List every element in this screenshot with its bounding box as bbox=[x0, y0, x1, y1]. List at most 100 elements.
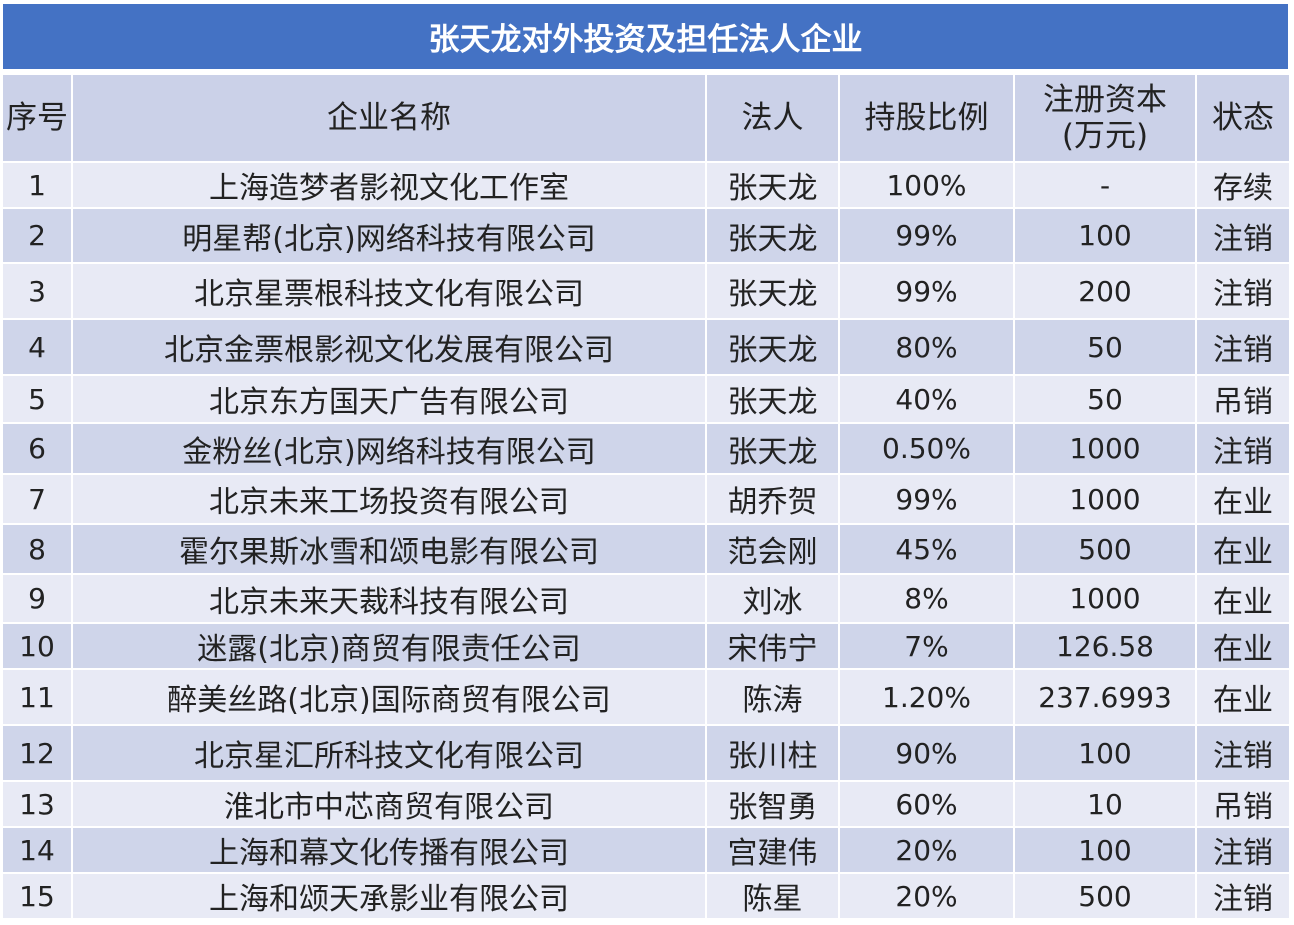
table-row: 12 北京星汇所科技文化有限公司 张川柱 90% 100 注销 bbox=[1, 724, 1291, 782]
cell-index: 9 bbox=[1, 573, 73, 624]
table-row: 10 迷露(北京)商贸有限责任公司 宋伟宁 7% 126.58 在业 bbox=[1, 622, 1291, 670]
cell-status: 注销 bbox=[1195, 826, 1291, 874]
header-capital: 注册资本 (万元) bbox=[1013, 73, 1197, 163]
header-status: 状态 bbox=[1195, 73, 1291, 163]
header-legal-person: 法人 bbox=[705, 73, 840, 163]
cell-capital: 126.58 bbox=[1013, 622, 1197, 670]
table-row: 5 北京东方国天广告有限公司 张天龙 40% 50 吊销 bbox=[1, 374, 1291, 424]
cell-share-ratio: 0.50% bbox=[838, 422, 1015, 475]
cell-status: 吊销 bbox=[1195, 780, 1291, 828]
cell-index: 15 bbox=[1, 872, 73, 920]
cell-index: 5 bbox=[1, 374, 73, 424]
header-row: 序号 企业名称 法人 持股比例 注册资本 (万元) 状态 bbox=[1, 73, 1291, 163]
header-company: 企业名称 bbox=[71, 73, 707, 163]
cell-legal-person: 宋伟宁 bbox=[705, 622, 840, 670]
table-row: 14 上海和幕文化传播有限公司 宫建伟 20% 100 注销 bbox=[1, 826, 1291, 874]
cell-share-ratio: 7% bbox=[838, 622, 1015, 670]
cell-capital: 1000 bbox=[1013, 573, 1197, 624]
cell-company: 北京未来工场投资有限公司 bbox=[71, 473, 707, 525]
cell-company: 上海和颂天承影业有限公司 bbox=[71, 872, 707, 920]
cell-share-ratio: 99% bbox=[838, 207, 1015, 264]
cell-share-ratio: 99% bbox=[838, 262, 1015, 320]
table-title: 张天龙对外投资及担任法人企业 bbox=[3, 4, 1288, 69]
cell-company: 北京东方国天广告有限公司 bbox=[71, 374, 707, 424]
cell-company: 北京未来天裁科技有限公司 bbox=[71, 573, 707, 624]
cell-legal-person: 张川柱 bbox=[705, 724, 840, 782]
cell-index: 14 bbox=[1, 826, 73, 874]
table-row: 13 淮北市中芯商贸有限公司 张智勇 60% 10 吊销 bbox=[1, 780, 1291, 828]
cell-status: 注销 bbox=[1195, 207, 1291, 264]
cell-capital: 100 bbox=[1013, 207, 1197, 264]
investment-table: 序号 企业名称 法人 持股比例 注册资本 (万元) 状态 1 上海造梦者影视文化工… bbox=[1, 73, 1291, 920]
table-row: 1 上海造梦者影视文化工作室 张天龙 100% - 存续 bbox=[1, 161, 1291, 209]
cell-legal-person: 张天龙 bbox=[705, 262, 840, 320]
cell-index: 10 bbox=[1, 622, 73, 670]
table-row: 6 金粉丝(北京)网络科技有限公司 张天龙 0.50% 1000 注销 bbox=[1, 422, 1291, 475]
cell-company: 金粉丝(北京)网络科技有限公司 bbox=[71, 422, 707, 475]
cell-legal-person: 张天龙 bbox=[705, 318, 840, 376]
cell-legal-person: 张智勇 bbox=[705, 780, 840, 828]
cell-capital: 100 bbox=[1013, 826, 1197, 874]
cell-company: 淮北市中芯商贸有限公司 bbox=[71, 780, 707, 828]
cell-legal-person: 宫建伟 bbox=[705, 826, 840, 874]
cell-legal-person: 张天龙 bbox=[705, 422, 840, 475]
table-row: 4 北京金票根影视文化发展有限公司 张天龙 80% 50 注销 bbox=[1, 318, 1291, 376]
cell-capital: 200 bbox=[1013, 262, 1197, 320]
table-row: 8 霍尔果斯冰雪和颂电影有限公司 范会刚 45% 500 在业 bbox=[1, 523, 1291, 575]
cell-index: 1 bbox=[1, 161, 73, 209]
cell-company: 北京金票根影视文化发展有限公司 bbox=[71, 318, 707, 376]
cell-index: 2 bbox=[1, 207, 73, 264]
cell-share-ratio: 20% bbox=[838, 826, 1015, 874]
cell-capital: 1000 bbox=[1013, 473, 1197, 525]
cell-capital: 237.6993 bbox=[1013, 668, 1197, 726]
cell-share-ratio: 80% bbox=[838, 318, 1015, 376]
cell-legal-person: 张天龙 bbox=[705, 161, 840, 209]
cell-legal-person: 张天龙 bbox=[705, 207, 840, 264]
cell-capital: 100 bbox=[1013, 724, 1197, 782]
cell-status: 在业 bbox=[1195, 668, 1291, 726]
cell-status: 在业 bbox=[1195, 473, 1291, 525]
cell-capital: 1000 bbox=[1013, 422, 1197, 475]
cell-status: 注销 bbox=[1195, 724, 1291, 782]
cell-index: 4 bbox=[1, 318, 73, 376]
cell-share-ratio: 40% bbox=[838, 374, 1015, 424]
cell-company: 霍尔果斯冰雪和颂电影有限公司 bbox=[71, 523, 707, 575]
table-row: 2 明星帮(北京)网络科技有限公司 张天龙 99% 100 注销 bbox=[1, 207, 1291, 264]
cell-capital: 500 bbox=[1013, 872, 1197, 920]
cell-status: 注销 bbox=[1195, 422, 1291, 475]
cell-capital: - bbox=[1013, 161, 1197, 209]
cell-legal-person: 刘冰 bbox=[705, 573, 840, 624]
cell-company: 上海和幕文化传播有限公司 bbox=[71, 826, 707, 874]
cell-company: 北京星票根科技文化有限公司 bbox=[71, 262, 707, 320]
header-share-ratio: 持股比例 bbox=[838, 73, 1015, 163]
cell-index: 7 bbox=[1, 473, 73, 525]
header-capital-line2: (万元) bbox=[1061, 118, 1149, 154]
cell-status: 在业 bbox=[1195, 573, 1291, 624]
table-row: 7 北京未来工场投资有限公司 胡乔贺 99% 1000 在业 bbox=[1, 473, 1291, 525]
cell-legal-person: 陈星 bbox=[705, 872, 840, 920]
cell-share-ratio: 90% bbox=[838, 724, 1015, 782]
cell-index: 6 bbox=[1, 422, 73, 475]
cell-capital: 10 bbox=[1013, 780, 1197, 828]
cell-share-ratio: 100% bbox=[838, 161, 1015, 209]
cell-company: 上海造梦者影视文化工作室 bbox=[71, 161, 707, 209]
table-row: 15 上海和颂天承影业有限公司 陈星 20% 500 注销 bbox=[1, 872, 1291, 920]
cell-capital: 50 bbox=[1013, 318, 1197, 376]
table-row: 11 醉美丝路(北京)国际商贸有限公司 陈涛 1.20% 237.6993 在业 bbox=[1, 668, 1291, 726]
cell-legal-person: 张天龙 bbox=[705, 374, 840, 424]
cell-share-ratio: 20% bbox=[838, 872, 1015, 920]
cell-legal-person: 范会刚 bbox=[705, 523, 840, 575]
table-row: 9 北京未来天裁科技有限公司 刘冰 8% 1000 在业 bbox=[1, 573, 1291, 624]
cell-status: 注销 bbox=[1195, 872, 1291, 920]
cell-capital: 50 bbox=[1013, 374, 1197, 424]
cell-company: 明星帮(北京)网络科技有限公司 bbox=[71, 207, 707, 264]
cell-index: 8 bbox=[1, 523, 73, 575]
header-capital-line1: 注册资本 bbox=[1043, 82, 1167, 118]
cell-capital: 500 bbox=[1013, 523, 1197, 575]
cell-company: 迷露(北京)商贸有限责任公司 bbox=[71, 622, 707, 670]
cell-share-ratio: 45% bbox=[838, 523, 1015, 575]
cell-status: 吊销 bbox=[1195, 374, 1291, 424]
cell-status: 在业 bbox=[1195, 622, 1291, 670]
cell-share-ratio: 60% bbox=[838, 780, 1015, 828]
cell-legal-person: 陈涛 bbox=[705, 668, 840, 726]
